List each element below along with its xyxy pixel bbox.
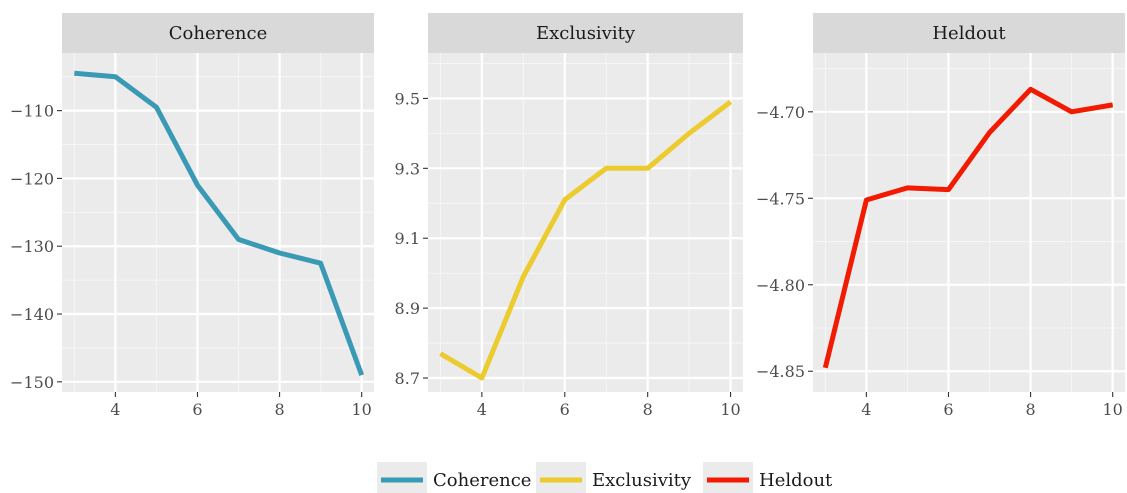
facet-panel-heldout: Heldout −4.70 −4.75 −4.80 −4.85 4 6 8 10	[756, 13, 1125, 419]
y-tick-label: 9.3	[395, 159, 420, 178]
panel-background	[62, 53, 374, 392]
x-tick-label: 10	[1103, 400, 1123, 419]
series-line-coherence	[74, 70, 365, 376]
legend-label: Heldout	[759, 470, 833, 491]
x-tick-label: 8	[1025, 400, 1035, 419]
y-tick-label: −130	[10, 237, 54, 256]
x-tick-label: 8	[643, 400, 653, 419]
legend: Coherence Exclusivity Heldout	[377, 462, 833, 493]
series-line-heldout	[822, 86, 1114, 369]
y-tick-label: −110	[10, 102, 54, 121]
y-tick-label: −4.75	[756, 189, 805, 208]
facet-title: Coherence	[169, 23, 267, 44]
facet-panel-coherence: Coherence −110 −120 −130 −140 −150 4 6 8 10	[10, 13, 374, 419]
panel-background	[428, 53, 743, 392]
y-tick-label: 9.5	[395, 89, 420, 108]
legend-item-coherence: Coherence	[377, 462, 531, 493]
facet-title: Exclusivity	[536, 23, 636, 44]
facet-strip	[813, 13, 1125, 53]
x-tick-label: 10	[720, 400, 740, 419]
facet-strip	[62, 13, 374, 53]
y-tick-label: −4.80	[756, 276, 805, 295]
legend-item-exclusivity: Exclusivity	[536, 462, 692, 493]
y-tick-label: 9.1	[395, 229, 420, 248]
x-tick-label: 4	[861, 400, 871, 419]
y-tick-label: −140	[10, 305, 54, 324]
y-tick-label: −4.70	[756, 103, 805, 122]
legend-item-heldout: Heldout	[703, 462, 833, 493]
y-tick-label: −120	[10, 169, 54, 188]
x-tick-label: 6	[943, 400, 953, 419]
facet-title: Heldout	[932, 23, 1006, 44]
legend-label: Coherence	[433, 470, 531, 491]
y-tick-label: −150	[10, 373, 54, 392]
y-tick-label: 8.9	[395, 299, 420, 318]
y-tick-label: −4.85	[756, 362, 805, 381]
legend-label: Exclusivity	[592, 470, 692, 491]
facet-panel-exclusivity: Exclusivity 8.7 8.9 9.1 9.3 9.5 4 6 8 10	[395, 13, 743, 419]
x-tick-label: 6	[192, 400, 202, 419]
x-tick-label: 4	[477, 400, 487, 419]
x-tick-label: 8	[274, 400, 284, 419]
x-tick-label: 10	[352, 400, 372, 419]
x-tick-label: 4	[110, 400, 120, 419]
x-tick-label: 6	[560, 400, 570, 419]
facet-strip	[428, 13, 743, 53]
series-line-exclusivity	[439, 99, 733, 381]
y-tick-label: 8.7	[395, 369, 420, 388]
